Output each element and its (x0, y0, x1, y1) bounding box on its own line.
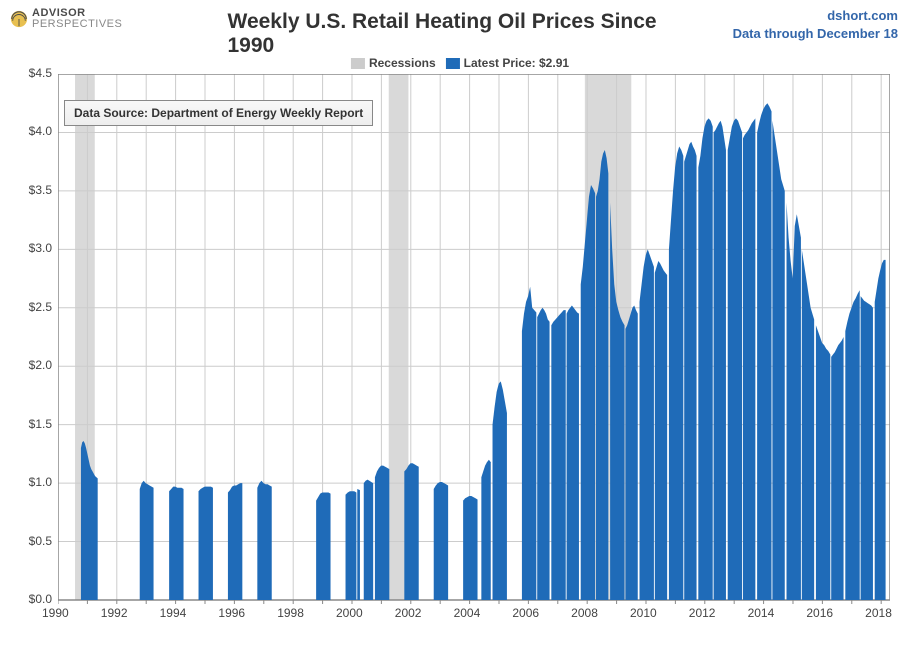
x-tick-label: 2000 (336, 606, 363, 620)
y-tick-label: $3.0 (29, 241, 52, 255)
x-tick-label: 1992 (101, 606, 128, 620)
site-link: dshort.com (827, 8, 898, 23)
x-tick-label: 2010 (630, 606, 657, 620)
legend-price-swatch (446, 58, 460, 69)
x-tick-label: 1990 (42, 606, 69, 620)
logo-icon (10, 10, 28, 28)
y-tick-label: $4.0 (29, 124, 52, 138)
legend-price-label: Latest Price: $2.91 (464, 56, 569, 70)
x-tick-label: 2002 (395, 606, 422, 620)
plot-area (58, 74, 890, 624)
y-tick-label: $0.0 (29, 592, 52, 606)
legend-recessions-swatch (351, 58, 365, 69)
legend: Recessions Latest Price: $2.91 (341, 56, 569, 70)
x-tick-label: 2004 (454, 606, 481, 620)
x-tick-label: 1994 (160, 606, 187, 620)
x-tick-label: 2006 (512, 606, 539, 620)
source-box: Data Source: Department of Energy Weekly… (64, 100, 373, 126)
chart-container: ADVISOR PERSPECTIVES Weekly U.S. Retail … (0, 0, 910, 661)
x-tick-label: 1998 (277, 606, 304, 620)
y-tick-label: $3.5 (29, 183, 52, 197)
y-tick-label: $1.5 (29, 417, 52, 431)
x-tick-label: 2018 (865, 606, 892, 620)
data-through: Data through December 18 (733, 26, 898, 41)
logo: ADVISOR PERSPECTIVES (10, 8, 122, 30)
x-tick-label: 2008 (571, 606, 598, 620)
y-tick-label: $2.5 (29, 300, 52, 314)
x-tick-label: 2012 (689, 606, 716, 620)
x-tick-label: 2016 (806, 606, 833, 620)
y-tick-label: $4.5 (29, 66, 52, 80)
y-tick-label: $1.0 (29, 475, 52, 489)
logo-line2: PERSPECTIVES (32, 19, 122, 30)
legend-recessions-label: Recessions (369, 56, 436, 70)
x-tick-label: 2014 (748, 606, 775, 620)
y-tick-label: $2.0 (29, 358, 52, 372)
y-tick-label: $0.5 (29, 534, 52, 548)
header: ADVISOR PERSPECTIVES Weekly U.S. Retail … (0, 0, 910, 52)
x-tick-label: 1996 (218, 606, 245, 620)
logo-text: ADVISOR PERSPECTIVES (32, 8, 122, 30)
chart-title: Weekly U.S. Retail Heating Oil Prices Si… (228, 10, 683, 58)
